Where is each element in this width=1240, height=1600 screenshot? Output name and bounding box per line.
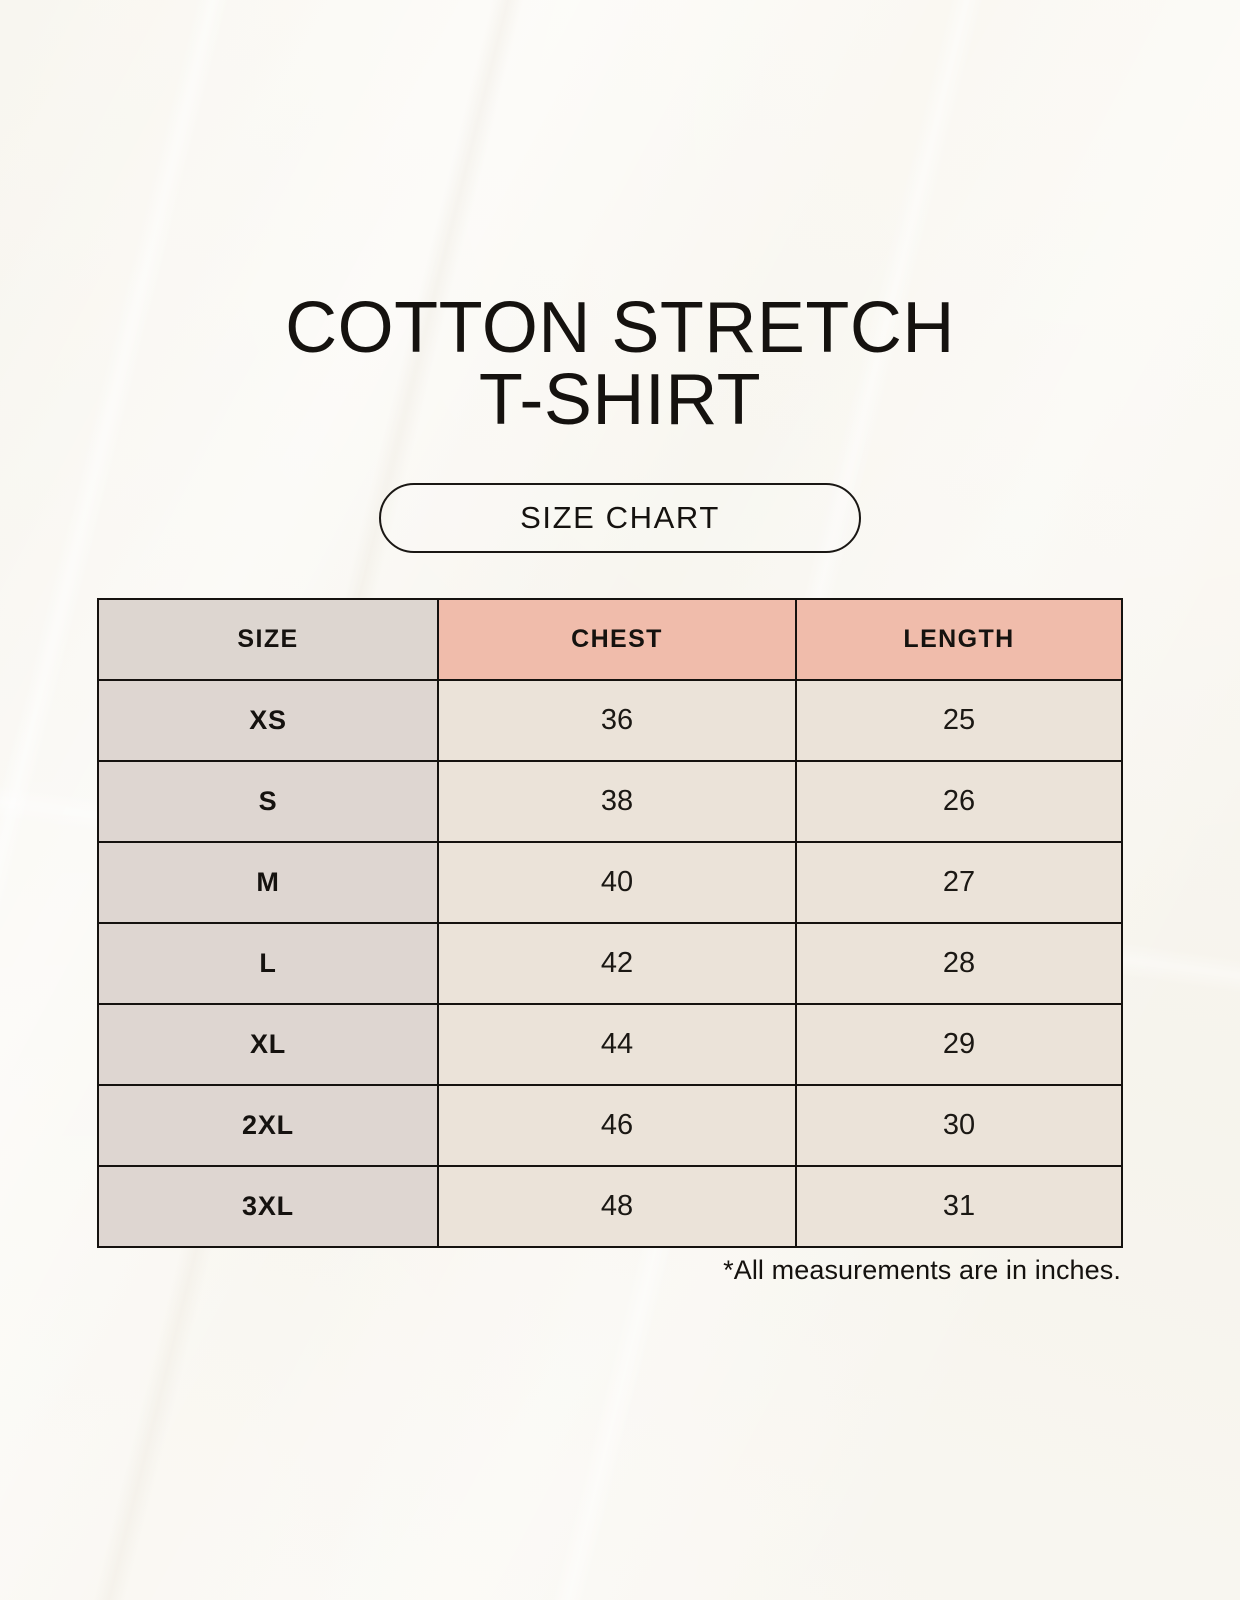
cell-chest: 48 <box>437 1165 797 1248</box>
table-row: XS 36 25 <box>97 679 1123 762</box>
cell-size: XS <box>97 679 439 762</box>
table-row: 2XL 46 30 <box>97 1084 1123 1167</box>
cell-size: S <box>97 760 439 843</box>
table-row: XL 44 29 <box>97 1003 1123 1086</box>
cell-size: 3XL <box>97 1165 439 1248</box>
size-chart-badge: SIZE CHART <box>379 483 861 553</box>
size-chart-badge-label: SIZE CHART <box>520 500 720 535</box>
column-header-length: LENGTH <box>795 598 1123 681</box>
cell-length: 29 <box>795 1003 1123 1086</box>
measurement-footnote: *All measurements are in inches. <box>723 1255 1121 1285</box>
size-table: SIZE CHEST LENGTH XS 36 25 S 38 26 M <box>97 598 1123 1248</box>
cell-chest: 36 <box>437 679 797 762</box>
cell-length: 26 <box>795 760 1123 843</box>
cell-size: L <box>97 922 439 1005</box>
cell-length: 31 <box>795 1165 1123 1248</box>
cell-chest: 46 <box>437 1084 797 1167</box>
cell-length: 27 <box>795 841 1123 924</box>
table-row: 3XL 48 31 <box>97 1165 1123 1248</box>
cell-size: 2XL <box>97 1084 439 1167</box>
cell-size: M <box>97 841 439 924</box>
column-header-size: SIZE <box>97 598 439 681</box>
cell-chest: 38 <box>437 760 797 843</box>
table-row: S 38 26 <box>97 760 1123 843</box>
cell-chest: 40 <box>437 841 797 924</box>
column-header-chest: CHEST <box>437 598 797 681</box>
size-chart-badge-wrapper: SIZE CHART <box>0 483 1240 553</box>
cell-size: XL <box>97 1003 439 1086</box>
table-row: L 42 28 <box>97 922 1123 1005</box>
table-header-row: SIZE CHEST LENGTH <box>97 598 1123 681</box>
cell-length: 30 <box>795 1084 1123 1167</box>
size-table-wrapper: SIZE CHEST LENGTH XS 36 25 S 38 26 M <box>97 598 1123 1248</box>
cell-length: 25 <box>795 679 1123 762</box>
cell-chest: 44 <box>437 1003 797 1086</box>
page-title-line-1: COTTON STRETCH <box>285 288 955 368</box>
cell-length: 28 <box>795 922 1123 1005</box>
table-row: M 40 27 <box>97 841 1123 924</box>
cell-chest: 42 <box>437 922 797 1005</box>
page-title-line-2: T-SHIRT <box>478 360 762 440</box>
page-title: COTTON STRETCH T-SHIRT <box>0 292 1240 436</box>
